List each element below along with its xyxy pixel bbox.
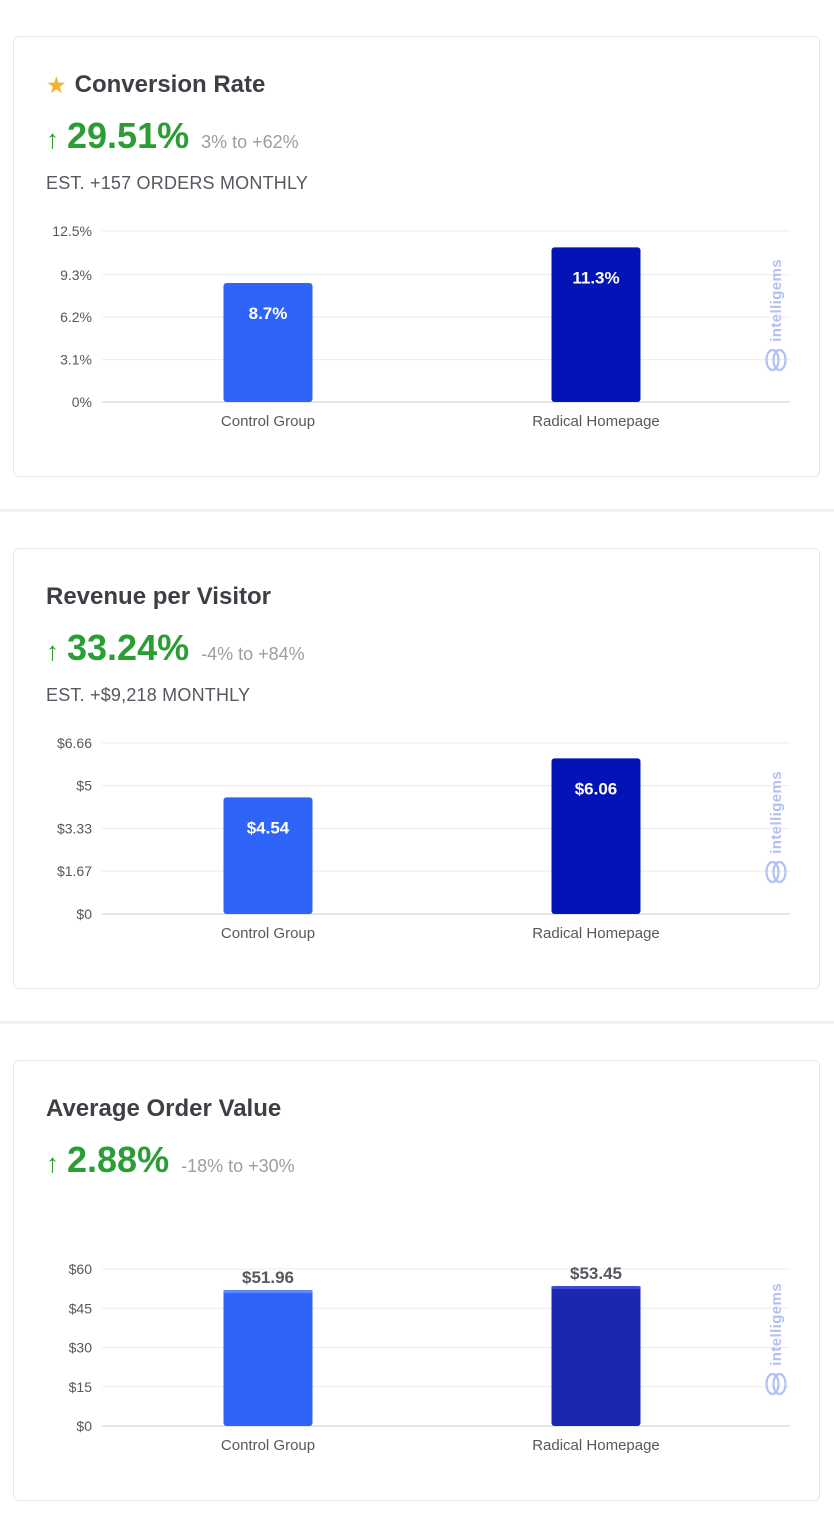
bar (551, 1286, 641, 1426)
watermark-text: intelligems (767, 259, 785, 342)
bar-chart: $0 $1.67 $3.33 $5 $6.66 $4.54 Control Group $6.… (57, 735, 790, 942)
lift-row: ↑ 33.24% -4% to +84% (46, 627, 305, 669)
conversion-rate-card: ★ Conversion Rate ↑ 29.51% 3% to +62% ES… (13, 36, 820, 477)
y-tick-label: $15 (69, 1379, 93, 1395)
y-tick-label: $5 (76, 778, 92, 794)
x-category-label: Control Group (221, 413, 315, 430)
estimate-text: EST. +157 ORDERS MONTHLY (46, 173, 309, 193)
watermark-text: intelligems (767, 771, 785, 854)
y-tick-label: 0% (72, 394, 92, 410)
bar-cap (551, 1286, 641, 1290)
intelligems-logo-icon (765, 1372, 787, 1395)
bar (223, 282, 313, 402)
x-category-label: Control Group (221, 1437, 315, 1454)
card-title: Average Order Value (46, 1095, 281, 1123)
bar (223, 1290, 313, 1426)
bar-value-label: 11.3% (572, 268, 619, 287)
bar (551, 247, 641, 402)
watermark: intelligems (761, 1283, 791, 1396)
y-tick-label: $30 (69, 1340, 93, 1356)
lift-value: 29.51% (67, 115, 190, 156)
confidence-range: -18% to +30% (181, 1156, 295, 1176)
y-tick-label: $6.66 (57, 735, 92, 751)
y-tick-label: $0 (76, 1418, 92, 1434)
arrow-up-icon: ↑ (46, 1148, 59, 1178)
y-tick-label: $45 (69, 1300, 93, 1316)
lift-value: 2.88% (67, 1139, 170, 1180)
y-tick-label: $0 (76, 906, 92, 922)
y-tick-label: $3.33 (57, 821, 92, 837)
y-tick-label: 6.2% (60, 309, 92, 325)
y-tick-label: 3.1% (60, 352, 92, 368)
bar-value-label: $6.06 (575, 779, 618, 798)
bar-cap (223, 1290, 313, 1294)
revenue-per-visitor-card: Revenue per Visitor ↑ 33.24% -4% to +84%… (13, 548, 820, 989)
watermark: intelligems (761, 771, 791, 884)
y-tick-label: $60 (69, 1261, 93, 1277)
y-tick-label: $1.67 (57, 863, 92, 879)
bar-chart: $0 $15 $30 $45 $60 $51.96 Control Group $53.45 R… (69, 1261, 790, 1454)
intelligems-logo-icon (765, 348, 787, 371)
lift-row: ↑ 2.88% -18% to +30% (46, 1139, 295, 1181)
x-category-label: Radical Homepage (532, 1437, 660, 1454)
bar (223, 797, 313, 914)
average-order-value-card: Average Order Value ↑ 2.88% -18% to +30%… (13, 1060, 820, 1501)
section-divider (0, 509, 834, 512)
lift-row: ↑ 29.51% 3% to +62% (46, 115, 299, 157)
bar (551, 758, 641, 914)
bar-value-label: 8.7% (249, 304, 288, 323)
card-title-text: Conversion Rate (74, 71, 266, 98)
x-category-label: Radical Homepage (532, 413, 660, 430)
confidence-range: -4% to +84% (201, 644, 305, 664)
watermark-text: intelligems (767, 1283, 785, 1366)
card-title: Revenue per Visitor (46, 583, 271, 611)
section-divider (0, 1021, 834, 1024)
bar-value-label: $53.45 (570, 1264, 622, 1283)
intelligems-logo-icon (765, 860, 787, 883)
card-title: ★ Conversion Rate (46, 71, 265, 99)
bar-value-label: $4.54 (247, 818, 290, 837)
estimate-text: EST. +$9,218 MONTHLY (46, 685, 251, 705)
card-title-text: Revenue per Visitor (46, 583, 271, 610)
watermark: intelligems (761, 259, 791, 372)
x-category-label: Control Group (221, 925, 315, 942)
x-category-label: Radical Homepage (532, 925, 660, 942)
y-tick-label: 9.3% (60, 267, 92, 283)
lift-value: 33.24% (67, 627, 190, 668)
bar-value-label: $51.96 (242, 1268, 294, 1287)
confidence-range: 3% to +62% (201, 132, 299, 152)
y-tick-label: 12.5% (52, 223, 92, 239)
arrow-up-icon: ↑ (46, 636, 59, 666)
star-icon: ★ (46, 71, 67, 98)
arrow-up-icon: ↑ (46, 124, 59, 154)
bar-chart: 0% 3.1% 6.2% 9.3% 12.5% 8.7% Control Group 11.3… (52, 223, 790, 430)
card-title-text: Average Order Value (46, 1095, 282, 1122)
